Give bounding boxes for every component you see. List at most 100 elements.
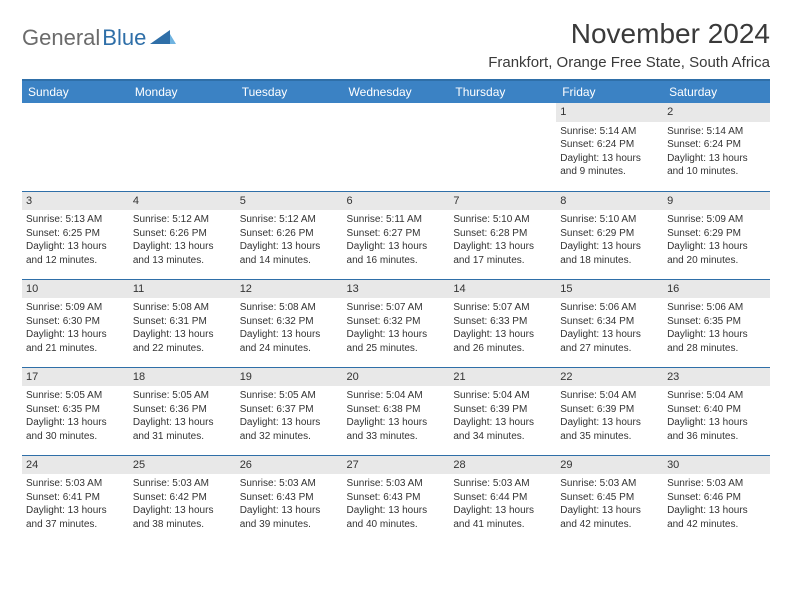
day-number: 6 — [343, 192, 450, 211]
daylight-text: Daylight: 13 hours and 37 minutes. — [26, 504, 125, 531]
sunset-text: Sunset: 6:28 PM — [453, 227, 552, 241]
day-header: Saturday — [663, 80, 770, 103]
day-number: 1 — [556, 103, 663, 122]
sunrise-text: Sunrise: 5:06 AM — [560, 301, 659, 315]
day-number: 20 — [343, 368, 450, 387]
sunset-text: Sunset: 6:37 PM — [240, 403, 339, 417]
day-cell: 14Sunrise: 5:07 AMSunset: 6:33 PMDayligh… — [449, 279, 556, 367]
daylight-text: Daylight: 13 hours and 38 minutes. — [133, 504, 232, 531]
day-header: Thursday — [449, 80, 556, 103]
day-number: 7 — [449, 192, 556, 211]
day-number: 22 — [556, 368, 663, 387]
daylight-text: Daylight: 13 hours and 13 minutes. — [133, 240, 232, 267]
day-cell: 30Sunrise: 5:03 AMSunset: 6:46 PMDayligh… — [663, 455, 770, 543]
day-cell: 6Sunrise: 5:11 AMSunset: 6:27 PMDaylight… — [343, 191, 450, 279]
day-cell: 24Sunrise: 5:03 AMSunset: 6:41 PMDayligh… — [22, 455, 129, 543]
sunset-text: Sunset: 6:45 PM — [560, 491, 659, 505]
month-title: November 2024 — [488, 18, 770, 50]
day-number: 5 — [236, 192, 343, 211]
sunset-text: Sunset: 6:42 PM — [133, 491, 232, 505]
daylight-text: Daylight: 13 hours and 35 minutes. — [560, 416, 659, 443]
day-number: 8 — [556, 192, 663, 211]
sunset-text: Sunset: 6:43 PM — [347, 491, 446, 505]
sunrise-text: Sunrise: 5:07 AM — [347, 301, 446, 315]
sunrise-text: Sunrise: 5:14 AM — [667, 125, 766, 139]
day-cell: 20Sunrise: 5:04 AMSunset: 6:38 PMDayligh… — [343, 367, 450, 455]
sunrise-text: Sunrise: 5:03 AM — [133, 477, 232, 491]
sunset-text: Sunset: 6:31 PM — [133, 315, 232, 329]
sunset-text: Sunset: 6:35 PM — [26, 403, 125, 417]
day-cell: 17Sunrise: 5:05 AMSunset: 6:35 PMDayligh… — [22, 367, 129, 455]
day-number: 9 — [663, 192, 770, 211]
sunset-text: Sunset: 6:44 PM — [453, 491, 552, 505]
daylight-text: Daylight: 13 hours and 9 minutes. — [560, 152, 659, 179]
daylight-text: Daylight: 13 hours and 21 minutes. — [26, 328, 125, 355]
sunrise-text: Sunrise: 5:12 AM — [133, 213, 232, 227]
sunset-text: Sunset: 6:41 PM — [26, 491, 125, 505]
day-cell: 10Sunrise: 5:09 AMSunset: 6:30 PMDayligh… — [22, 279, 129, 367]
sunset-text: Sunset: 6:39 PM — [560, 403, 659, 417]
day-number: 16 — [663, 280, 770, 299]
sunrise-text: Sunrise: 5:10 AM — [560, 213, 659, 227]
day-number: 28 — [449, 456, 556, 475]
sunset-text: Sunset: 6:32 PM — [347, 315, 446, 329]
day-number: 23 — [663, 368, 770, 387]
day-cell: 26Sunrise: 5:03 AMSunset: 6:43 PMDayligh… — [236, 455, 343, 543]
sunrise-text: Sunrise: 5:03 AM — [667, 477, 766, 491]
week-row: 1 Sunrise: 5:14 AM Sunset: 6:24 PMDaylight… — [22, 103, 770, 191]
sunset-text: Sunset: 6:29 PM — [667, 227, 766, 241]
day-number: 3 — [22, 192, 129, 211]
sunset-text: Sunset: 6:39 PM — [453, 403, 552, 417]
day-cell: 3Sunrise: 5:13 AMSunset: 6:25 PMDaylight… — [22, 191, 129, 279]
day-cell: 9 Sunrise: 5:09 AMSunset: 6:29 PMDaylight… — [663, 191, 770, 279]
day-cell: 15Sunrise: 5:06 AMSunset: 6:34 PMDayligh… — [556, 279, 663, 367]
sunset-text: Sunset: 6:32 PM — [240, 315, 339, 329]
brand-logo: GeneralBlue — [22, 24, 176, 52]
sunrise-text: Sunrise: 5:08 AM — [133, 301, 232, 315]
sunrise-text: Sunrise: 5:10 AM — [453, 213, 552, 227]
daylight-text: Daylight: 13 hours and 27 minutes. — [560, 328, 659, 355]
sunrise-text: Sunrise: 5:09 AM — [26, 301, 125, 315]
sunset-text: Sunset: 6:38 PM — [347, 403, 446, 417]
day-header-row: SundayMondayTuesdayWednesdayThursdayFrid… — [22, 80, 770, 103]
brand-part1: General — [22, 25, 100, 51]
week-row: 17Sunrise: 5:05 AMSunset: 6:35 PMDayligh… — [22, 367, 770, 455]
day-cell: 16 Sunrise: 5:06 AMSunset: 6:35 PMDayligh… — [663, 279, 770, 367]
sunrise-text: Sunrise: 5:06 AM — [667, 301, 766, 315]
day-number: 18 — [129, 368, 236, 387]
sunset-text: Sunset: 6:26 PM — [240, 227, 339, 241]
sunrise-text: Sunrise: 5:13 AM — [26, 213, 125, 227]
sunrise-text: Sunrise: 5:09 AM — [667, 213, 766, 227]
day-cell — [236, 103, 343, 191]
sunrise-text: Sunrise: 5:11 AM — [347, 213, 446, 227]
day-cell: 1Sunrise: 5:14 AMSunset: 6:24 PMDaylight… — [556, 103, 663, 191]
daylight-text: Daylight: 13 hours and 17 minutes. — [453, 240, 552, 267]
day-header: Wednesday — [343, 80, 450, 103]
sunrise-text: Sunrise: 5:05 AM — [240, 389, 339, 403]
sunset-text: Sunset: 6:25 PM — [26, 227, 125, 241]
sunset-text: Sunset: 6:29 PM — [560, 227, 659, 241]
location-text: Frankfort, Orange Free State, South Afri… — [488, 54, 770, 71]
daylight-text: Daylight: 13 hours and 32 minutes. — [240, 416, 339, 443]
daylight-text: Daylight: 13 hours and 36 minutes. — [667, 416, 766, 443]
day-cell: 13Sunrise: 5:07 AMSunset: 6:32 PMDayligh… — [343, 279, 450, 367]
brand-triangle-icon — [150, 24, 176, 50]
sunset-text: Sunset: 6:35 PM — [667, 315, 766, 329]
sunrise-text: Sunrise: 5:04 AM — [453, 389, 552, 403]
day-cell — [22, 103, 129, 191]
day-cell: 12Sunrise: 5:08 AMSunset: 6:32 PMDayligh… — [236, 279, 343, 367]
day-cell: 27Sunrise: 5:03 AMSunset: 6:43 PMDayligh… — [343, 455, 450, 543]
day-cell: 21Sunrise: 5:04 AMSunset: 6:39 PMDayligh… — [449, 367, 556, 455]
sunset-text: Sunset: 6:24 PM — [560, 138, 659, 152]
day-number: 29 — [556, 456, 663, 475]
daylight-text: Daylight: 13 hours and 42 minutes. — [560, 504, 659, 531]
daylight-text: Daylight: 13 hours and 20 minutes. — [667, 240, 766, 267]
daylight-text: Daylight: 13 hours and 28 minutes. — [667, 328, 766, 355]
day-header: Monday — [129, 80, 236, 103]
day-number: 13 — [343, 280, 450, 299]
day-cell: 8Sunrise: 5:10 AMSunset: 6:29 PMDaylight… — [556, 191, 663, 279]
day-cell: 29Sunrise: 5:03 AMSunset: 6:45 PMDayligh… — [556, 455, 663, 543]
day-number: 21 — [449, 368, 556, 387]
sunrise-text: Sunrise: 5:05 AM — [26, 389, 125, 403]
day-number: 27 — [343, 456, 450, 475]
